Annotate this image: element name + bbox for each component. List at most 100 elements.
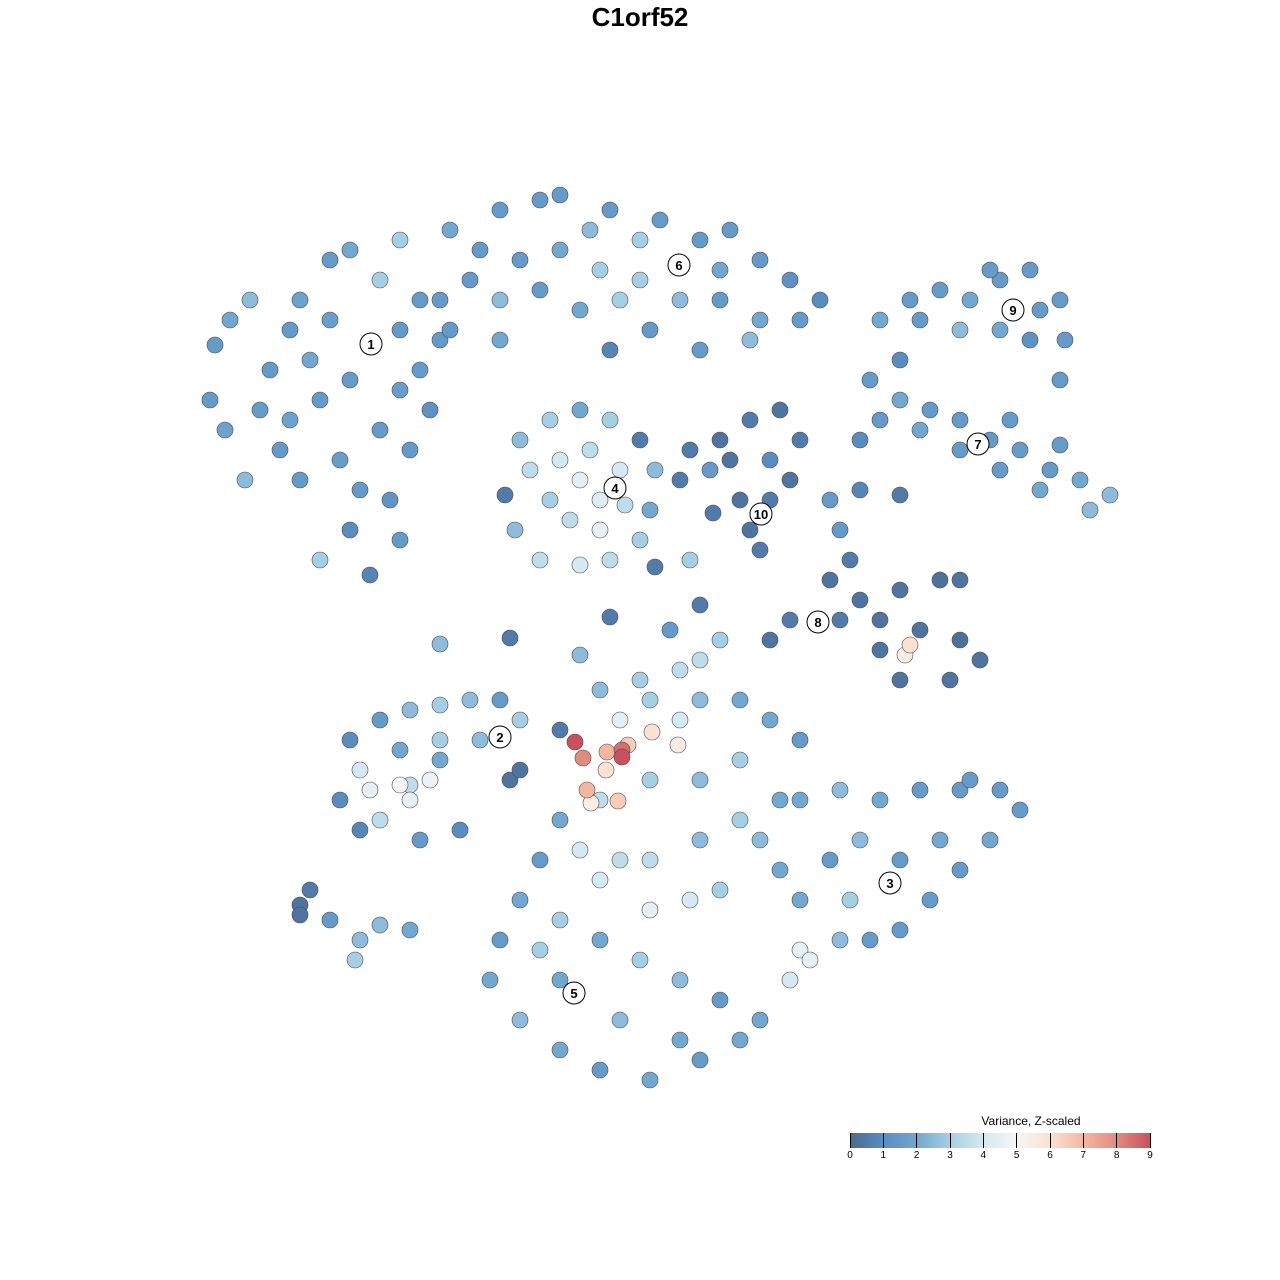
cluster-label-text: 5 [570,986,577,1001]
data-point [491,331,509,349]
data-point [911,311,929,329]
data-point [821,491,839,509]
data-point [561,511,579,529]
cluster-label-badge [603,476,627,500]
legend-tick-mark [949,1133,951,1148]
data-point [781,271,799,289]
cluster-label-4: 4 [603,476,627,500]
data-point [671,291,689,309]
data-point [291,291,309,309]
chart-title: C1orf52 [591,2,689,32]
data-point [941,671,959,689]
data-point [611,711,629,729]
data-point [541,411,559,429]
data-point [861,931,879,949]
data-point [851,591,869,609]
data-point [701,461,719,479]
data-point [891,486,909,504]
data-point [951,411,969,429]
data-point [631,671,649,689]
data-point [601,201,619,219]
legend-tick-mark [1016,1133,1018,1148]
data-point [991,461,1009,479]
data-point [731,1031,749,1049]
data-point [251,401,269,419]
data-point [751,831,769,849]
data-point [551,971,569,989]
data-point [531,551,549,569]
data-point [571,471,589,489]
data-point [431,731,449,749]
data-point [891,351,909,369]
legend-tick-mark [882,1133,884,1148]
data-point [371,711,389,729]
data-point [531,191,549,209]
data-point [281,411,299,429]
data-point [291,471,309,489]
data-point [261,361,279,379]
data-point [711,991,729,1009]
data-point [731,811,749,829]
data-point [671,711,689,729]
data-point [791,431,809,449]
data-point [911,781,929,799]
cluster-label-9: 9 [1001,298,1025,322]
cluster-label-badge [667,253,691,277]
data-point [216,421,234,439]
data-point [566,733,584,751]
data-point [391,776,409,794]
data-point [341,241,359,259]
cluster-label-text: 10 [754,507,768,522]
data-point [321,311,339,329]
data-point [331,451,349,469]
legend-ticks: 0 1 2 3 4 5 6 7 8 9 [847,1148,1153,1162]
data-point [691,231,709,249]
cluster-label-text: 7 [974,437,981,452]
data-point [541,491,559,509]
points-layer [201,186,1119,1089]
data-point [631,231,649,249]
data-point [271,441,289,459]
data-point [281,321,299,339]
data-point [491,931,509,949]
data-point [1081,501,1099,519]
data-point [931,831,949,849]
data-point [613,748,631,766]
data-point [581,221,599,239]
data-point [821,851,839,869]
data-point [691,1051,709,1069]
data-point [741,331,759,349]
data-point [643,723,661,741]
data-point [391,321,409,339]
data-point [571,301,589,319]
legend-tick-mark [849,1133,851,1148]
data-point [1051,291,1069,309]
data-point [571,841,589,859]
data-point [591,261,609,279]
data-point [669,736,687,754]
data-point [1001,411,1019,429]
data-point [571,646,589,664]
data-point [871,411,889,429]
data-point [721,221,739,239]
data-point [791,311,809,329]
data-point [751,251,769,269]
data-point [551,186,569,204]
data-point [401,921,419,939]
data-point [691,596,709,614]
legend-tick-label: 1 [880,1150,887,1161]
data-point [341,731,359,749]
data-point [361,566,379,584]
data-point [611,851,629,869]
data-point [206,336,224,354]
legend-tick-mark [1049,1133,1051,1148]
data-point [531,851,549,869]
data-point [581,441,599,459]
data-point [221,311,239,329]
data-point [591,931,609,949]
data-point [981,261,999,279]
data-point [901,636,919,654]
data-point [441,321,459,339]
legend-tick-mark [1149,1133,1151,1148]
cluster-label-badge [359,332,383,356]
